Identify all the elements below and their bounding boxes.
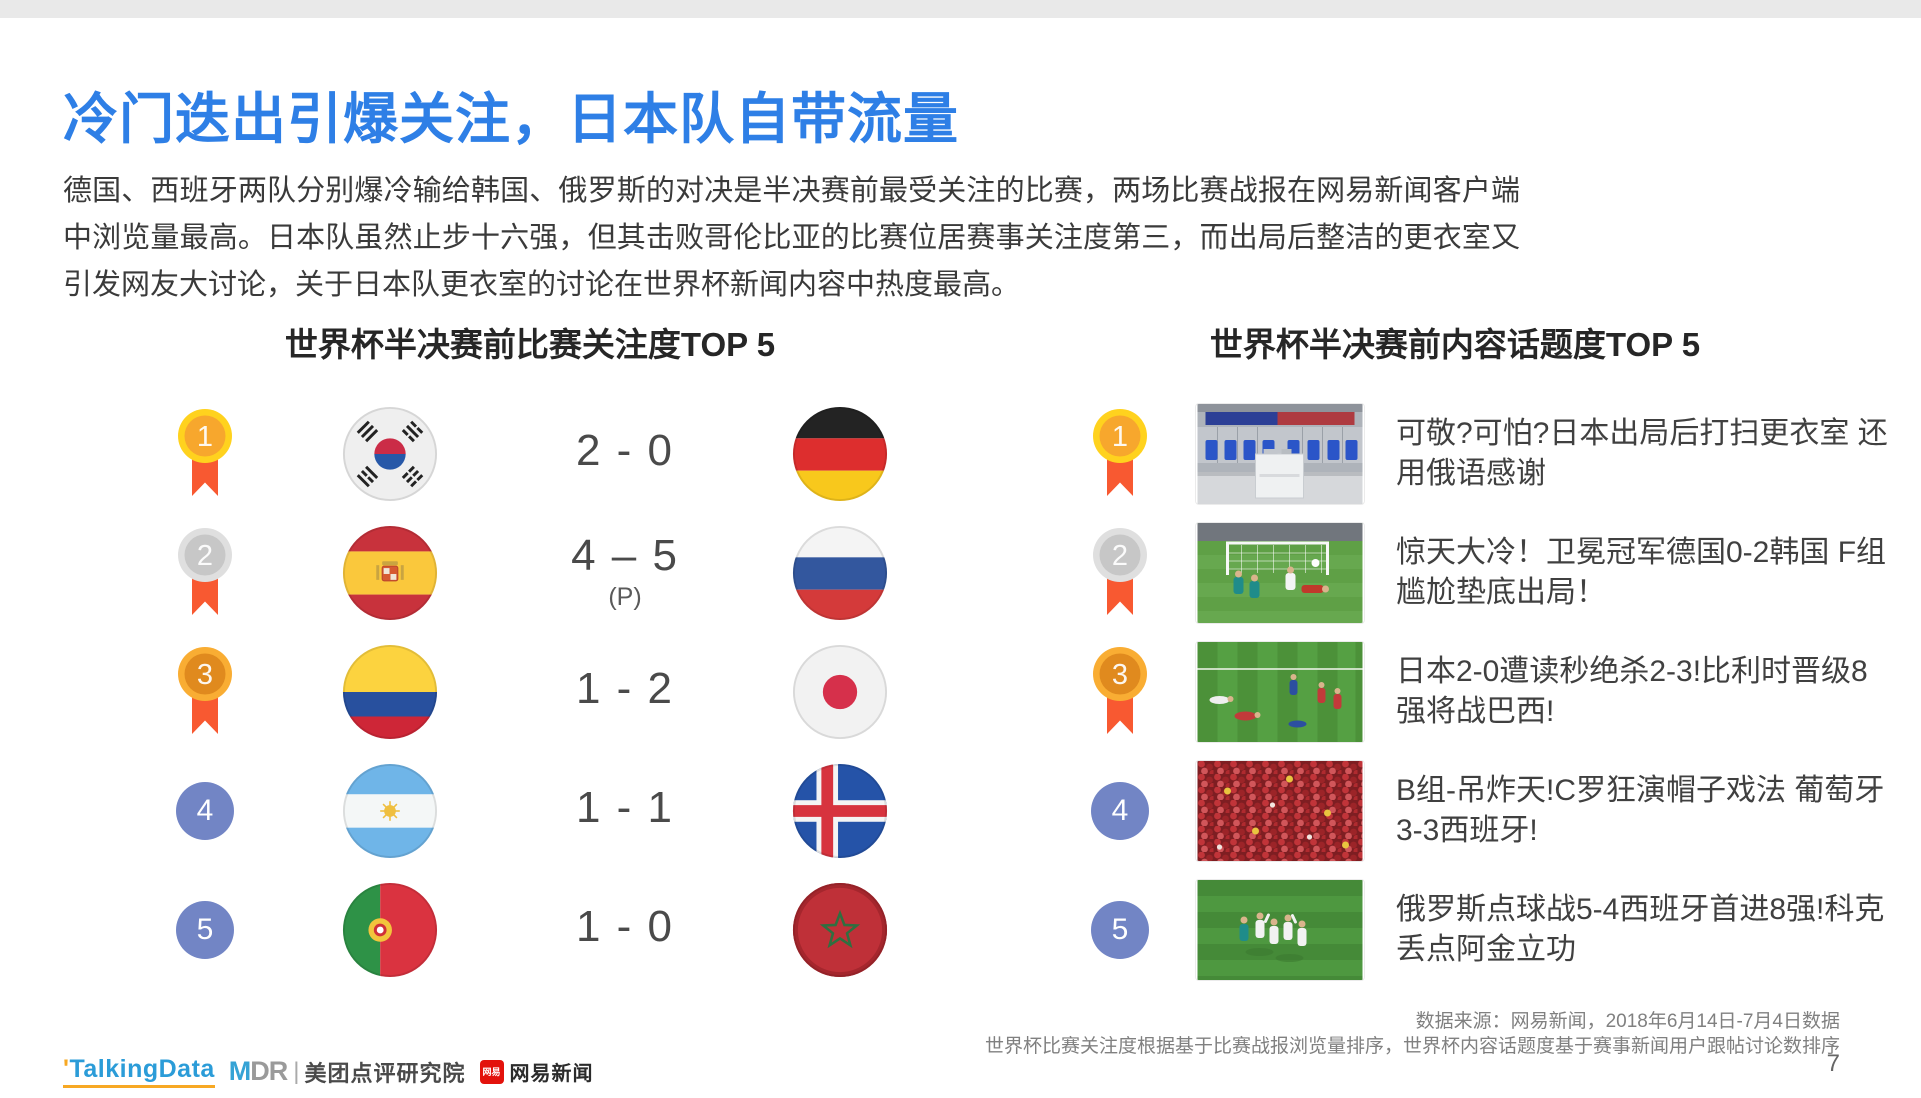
topic-row-1: 1 可敬?可怕?日本出局后打扫更衣室 还用俄语感谢 [1060,394,1904,513]
match-row-4: 4 1 - 1 [130,751,930,870]
score-note [576,478,674,479]
page-title: 冷门迭出引爆关注，日本队自带流量 [63,88,960,150]
match-score: 2 - 0 [575,426,675,476]
bronze-medal-icon: 3 [178,646,232,734]
topic-row-2: 2 惊天大冷！卫 [1060,513,1904,632]
news-title: 可敬?可怕?日本出局后打扫更衣室 还用俄语感谢 [1396,416,1888,490]
match-row-5: 5 1 - 0 [130,870,930,989]
japan-locker-room-photo [1196,403,1364,504]
flag-portugal-icon [342,882,438,977]
rank-badge: 4 [1091,781,1149,840]
svg-text:2: 2 [1112,540,1128,572]
score-note [576,835,674,836]
talkingdata-logo: 'TalkingData [63,1055,215,1088]
match-row-3: 3 1 - 2 [130,632,930,751]
flag-south-korea-icon [342,406,438,501]
match-row-1: 1 2 - 0 [130,394,930,513]
flag-japan-icon [792,644,888,739]
meituan-research-label: 美团点评研究院 [304,1060,466,1086]
score-note: (P) [608,582,642,611]
news-title: 俄罗斯点球战5-4西班牙首进8强!科克丢点阿金立功 [1396,892,1885,966]
flag-argentina-icon [342,763,438,858]
match-ranking-list: 1 2 - 0 [130,394,930,989]
japan-belgium-pitch-photo [1196,641,1364,742]
gold-medal-icon: 1 [178,408,232,496]
news-title: 日本2-0遭读秒绝杀2-3!比利时晋级8强将战巴西! [1396,654,1868,728]
topic-row-4: 4 B组-吊 [1060,751,1904,870]
silver-medal-icon: 2 [1093,527,1147,615]
svg-text:2: 2 [197,540,213,572]
topic-ranking-list: 1 可敬?可怕?日本出局后打扫更衣室 还用俄语感谢 [1060,394,1904,989]
rank-badge: 4 [176,781,234,840]
rank-badge: 5 [176,900,234,959]
svg-text:1: 1 [1112,421,1128,453]
svg-text:1: 1 [197,421,213,453]
rank-badge: 5 [1091,900,1149,959]
russia-celebration-photo [1196,879,1364,980]
flag-spain-icon [342,525,438,620]
mdr-meituan-logo: M DR | 美团点评研究院 [228,1056,466,1086]
talkingdata-tick-icon: ' [63,1055,70,1083]
flag-colombia-icon [342,644,438,739]
news-title: B组-吊炸天!C罗狂演帽子戏法 葡萄牙3-3西班牙! [1396,773,1885,847]
data-source-line: 数据来源：网易新闻，2018年6月14日-7月4日数据 [1415,1011,1840,1032]
page-number: 7 [1826,1050,1840,1077]
score-note [576,954,674,955]
match-score: 4 – 5 [571,531,679,581]
flag-germany-icon [792,406,888,501]
netease-news-logo: 网易 网易新闻 [479,1057,594,1086]
match-row-2: 2 4 – 5 (P) [130,513,930,632]
score-note [576,716,674,717]
flag-iceland-icon [792,763,888,858]
svg-text:3: 3 [197,659,213,691]
match-score: 1 - 1 [575,783,675,833]
intro-paragraph: 德国、西班牙两队分别爆冷输给韩国、俄罗斯的对决是半决赛前最受关注的比赛，两场比赛… [63,175,1520,301]
flag-morocco-icon [792,882,888,977]
portugal-fans-photo [1196,760,1364,861]
slide: 冷门迭出引爆关注，日本队自带流量 德国、西班牙两队分别爆冷输给韩国、俄罗斯的对决… [0,18,1921,1098]
match-score: 1 - 0 [575,902,675,952]
gold-medal-icon: 1 [1093,408,1147,496]
match-score: 1 - 2 [575,664,675,714]
news-title: 惊天大冷！卫冕冠军德国0-2韩国 F组尴尬垫底出局！ [1396,535,1887,609]
flag-russia-icon [792,525,888,620]
topic-row-5: 5 俄罗斯点球战5-4西班牙首进8强!科克丢点阿金立功 [1060,870,1904,989]
germany-korea-goal-photo [1196,522,1364,623]
silver-medal-icon: 2 [178,527,232,615]
bronze-medal-icon: 3 [1093,646,1147,734]
svg-text:3: 3 [1112,659,1128,691]
right-panel-header: 世界杯半决赛前内容话题度TOP 5 [1209,326,1701,363]
footer-logos: 'TalkingData M DR | 美团点评研究院 网易 网易新闻 [63,1055,594,1088]
topic-row-3: 3 日本2-0遭读秒绝杀2-3!比利时晋级8强将战巴西! [1060,632,1904,751]
left-panel-header: 世界杯半决赛前比赛关注度TOP 5 [284,326,776,363]
ranking-method-line: 世界杯比赛关注度根据基于比赛战报浏览量排序，世界杯内容话题度基于赛事新闻用户跟帖… [984,1036,1840,1057]
